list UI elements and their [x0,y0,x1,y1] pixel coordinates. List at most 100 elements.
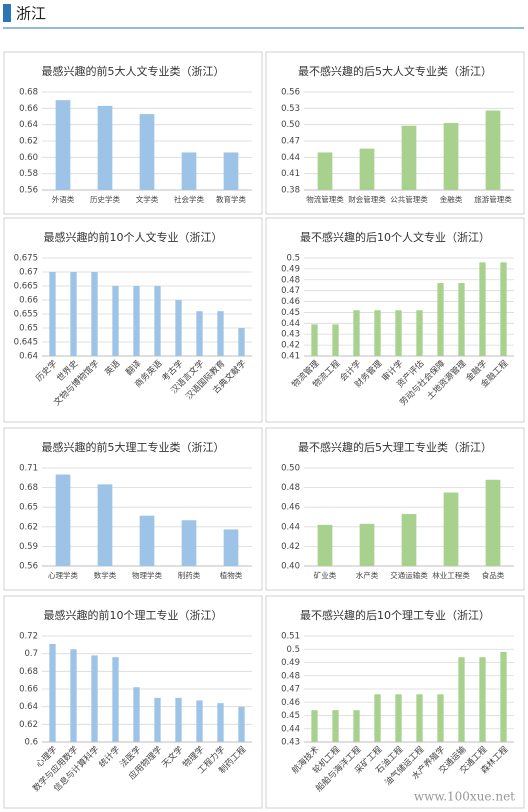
y-tick-label: 0.44 [281,724,300,734]
y-tick-label: 0.62 [19,137,38,147]
y-tick-label: 0.45 [281,711,300,721]
y-tick-label: 0.50 [281,120,300,130]
x-tick-label: 物流管理类 [306,194,344,204]
bar [353,310,360,356]
chart-title: 最不感兴趣的后10个理工专业（浙江） [300,608,490,622]
y-tick-label: 0.41 [281,352,300,362]
bar [217,311,224,356]
panel [3,427,263,591]
y-tick-label: 0.655 [14,310,38,320]
y-tick-label: 0.51 [281,632,300,642]
y-tick-label: 0.40 [281,562,300,572]
y-tick-label: 0.66 [19,685,38,695]
bar [485,479,501,566]
bar [55,100,71,190]
x-tick-label: 公共管理类 [390,194,428,204]
bar [311,710,318,742]
bar [416,694,423,742]
x-tick-label: 社会学类 [174,194,204,204]
x-tick-label: 食品类 [482,570,505,580]
y-tick-label: 0.68 [19,483,38,493]
bar [443,492,459,566]
y-tick-label: 0.48 [281,483,300,493]
y-tick-label: 0.72 [19,632,38,642]
bar [479,262,486,356]
bar [112,657,119,742]
y-tick-label: 0.60 [19,153,38,163]
bar [395,694,402,742]
x-tick-label: 财会管理类 [348,194,386,204]
x-tick-label: 历史学类 [90,194,120,204]
y-tick-label: 0.64 [19,702,38,712]
bar [359,148,375,190]
chart-title: 最不感兴趣的后5大人文专业类（浙江） [298,64,492,78]
chart-title: 最感兴趣的前5大人文专业类（浙江） [42,64,225,78]
y-tick-label: 0.53 [281,104,300,114]
y-tick-label: 0.64 [19,352,38,362]
y-tick-label: 0.5 [286,645,300,655]
chart-title: 最不感兴趣的后10个人文专业（浙江） [300,230,490,244]
bar [458,657,465,742]
bar [416,310,423,356]
bar [91,655,98,742]
y-tick-label: 0.46 [281,503,300,513]
y-tick-label: 0.71 [19,464,38,474]
y-tick-label: 0.48 [281,275,300,285]
x-tick-label: 金融类 [440,194,463,204]
bar [353,710,360,742]
bar [112,286,119,356]
x-tick-label: 矿业类 [314,570,337,580]
bar [401,514,417,566]
panel [265,427,525,591]
bar [181,152,197,190]
x-tick-label: 交通运输类 [390,570,428,580]
x-tick-label: 制药类 [178,570,201,580]
y-tick-label: 0.675 [14,254,38,264]
x-tick-label: 数学类 [94,570,117,580]
bar [374,310,381,356]
y-tick-label: 0.665 [14,282,38,292]
bar [139,114,155,190]
bar [154,286,161,356]
bar [133,687,140,742]
chart-title: 最感兴趣的前10个理工专业（浙江） [44,608,223,622]
y-tick-label: 0.68 [19,88,38,98]
x-tick-label: 林业工程类 [432,570,470,580]
bar [196,700,203,742]
y-tick-label: 0.44 [281,522,300,532]
y-tick-label: 0.46 [281,698,300,708]
bar [139,515,155,566]
y-tick-label: 0.64 [19,120,38,130]
y-tick-label: 0.45 [281,308,300,318]
chart-title: 最不感兴趣的后5大理工专业类（浙江） [298,440,492,454]
bar [374,694,381,742]
y-tick-label: 0.42 [281,341,300,351]
bar [485,110,501,190]
bar [479,657,486,742]
y-tick-label: 0.56 [19,186,38,196]
y-tick-label: 0.47 [281,685,300,695]
bar [500,262,507,356]
bar [55,474,71,566]
y-tick-label: 0.47 [281,137,300,147]
header-marker [3,4,11,22]
y-tick-label: 0.62 [19,720,38,730]
y-tick-label: 0.42 [281,542,300,552]
bar [395,310,402,356]
bar [437,694,444,742]
y-tick-label: 0.68 [19,667,38,677]
bar [311,324,318,356]
bar [49,643,56,742]
y-tick-label: 0.50 [281,464,300,474]
y-tick-label: 0.65 [19,324,38,334]
y-tick-label: 0.48 [281,671,300,681]
x-tick-label: 水产类 [356,570,379,580]
bar [223,152,239,190]
bar [97,484,113,566]
bar [332,710,339,742]
y-tick-label: 0.56 [19,562,38,572]
bar [70,649,77,742]
y-tick-label: 0.5 [286,254,300,264]
bar [97,105,113,190]
